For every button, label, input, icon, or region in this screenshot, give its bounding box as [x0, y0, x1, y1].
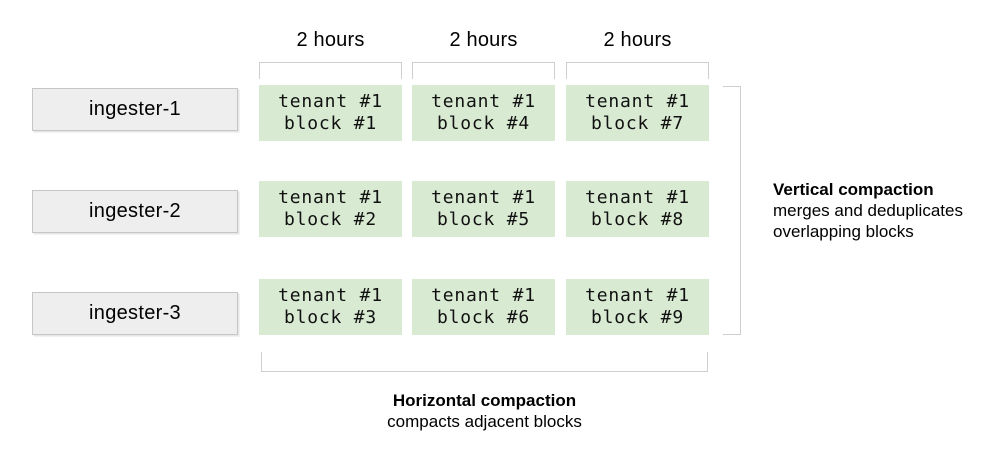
horizontal-compaction-title: Horizontal compaction: [392, 391, 577, 410]
horizontal-compaction-label: Horizontal compaction compacts adjacent …: [261, 390, 708, 432]
block-line: block #6: [436, 307, 531, 328]
ingester-label: ingester-1: [89, 98, 181, 120]
time-label-2: 2 hours: [449, 29, 518, 51]
tenant-line: tenant #1: [278, 91, 383, 112]
time-label-3: 2 hours: [603, 29, 672, 51]
tenant-line: tenant #1: [585, 285, 690, 306]
time-bracket-3: [566, 62, 709, 79]
time-bracket-1: [259, 62, 402, 79]
tenant-line: tenant #1: [585, 187, 690, 208]
tenant-block-7: tenant #1 block #7: [566, 85, 709, 141]
vertical-compaction-label: Vertical compaction merges and deduplica…: [773, 179, 963, 242]
block-line: block #2: [283, 209, 378, 230]
time-label-1: 2 hours: [296, 29, 365, 51]
tenant-block-2: tenant #1 block #2: [259, 181, 402, 237]
block-line: block #8: [590, 209, 685, 230]
block-line: block #3: [283, 307, 378, 328]
tenant-line: tenant #1: [431, 91, 536, 112]
block-line: block #5: [436, 209, 531, 230]
tenant-block-3: tenant #1 block #3: [259, 279, 402, 335]
vertical-compaction-bracket: [723, 86, 741, 335]
horizontal-compaction-desc: compacts adjacent blocks: [387, 412, 582, 431]
tenant-line: tenant #1: [585, 91, 690, 112]
ingester-box-3: ingester-3: [32, 292, 238, 335]
vertical-compaction-desc-line1: merges and deduplicates: [773, 201, 963, 220]
tenant-line: tenant #1: [278, 187, 383, 208]
block-line: block #4: [436, 113, 531, 134]
tenant-line: tenant #1: [278, 285, 383, 306]
tenant-block-4: tenant #1 block #4: [412, 85, 555, 141]
ingester-label: ingester-2: [89, 200, 181, 222]
vertical-compaction-title: Vertical compaction: [773, 180, 934, 199]
tenant-block-6: tenant #1 block #6: [412, 279, 555, 335]
time-bracket-2: [412, 62, 555, 79]
tenant-line: tenant #1: [431, 285, 536, 306]
tenant-block-1: tenant #1 block #1: [259, 85, 402, 141]
tenant-block-5: tenant #1 block #5: [412, 181, 555, 237]
block-line: block #1: [283, 113, 378, 134]
ingester-box-2: ingester-2: [32, 190, 238, 233]
tenant-block-8: tenant #1 block #8: [566, 181, 709, 237]
horizontal-compaction-bracket: [261, 352, 708, 372]
ingester-box-1: ingester-1: [32, 88, 238, 131]
vertical-compaction-desc-line2: overlapping blocks: [773, 222, 914, 241]
tenant-block-9: tenant #1 block #9: [566, 279, 709, 335]
block-line: block #7: [590, 113, 685, 134]
tenant-line: tenant #1: [431, 187, 536, 208]
ingester-label: ingester-3: [89, 302, 181, 324]
block-line: block #9: [590, 307, 685, 328]
